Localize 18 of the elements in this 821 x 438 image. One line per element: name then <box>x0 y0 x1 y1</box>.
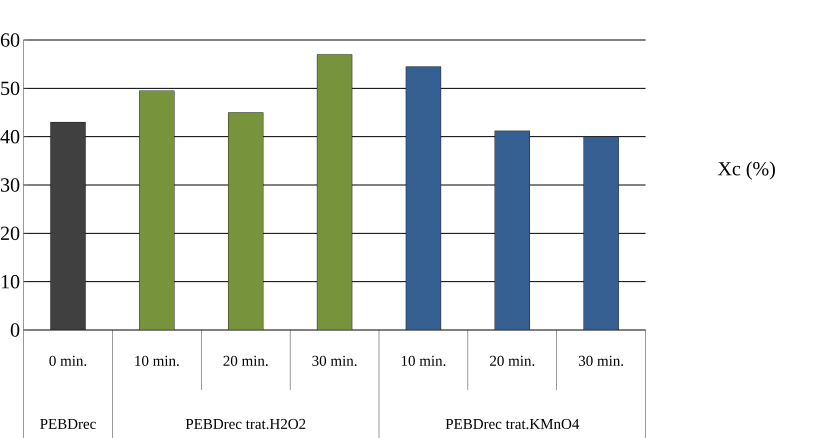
x-tick-label: 30 min. <box>312 356 357 366</box>
x-tick-label: 30 min. <box>578 356 624 366</box>
x-tick-label: 20 min. <box>223 356 268 366</box>
y-tick-label: 0 <box>10 323 20 337</box>
x-tick-label: 20 min. <box>490 356 534 366</box>
y-tick-label: 20 <box>0 226 20 240</box>
x-tick-label: 10 min. <box>402 356 446 366</box>
x-tick-label: 0 min. <box>49 356 86 366</box>
y-tick-label: 60 <box>0 33 20 47</box>
y-tick-label: 50 <box>1 82 20 96</box>
y-tick-label: 30 <box>1 178 20 192</box>
y-tick-label: 40 <box>0 130 20 144</box>
text: PEBDrec trat.H2O2 <box>186 418 306 430</box>
x-tick-label: 10 min. <box>135 356 179 366</box>
text: PEBDrec <box>40 419 96 429</box>
y-axis-title: Xc (%) <box>718 161 775 180</box>
text: PEBDrec trat.KMnO4 <box>446 418 580 430</box>
y-tick-label: 10 <box>2 274 20 288</box>
